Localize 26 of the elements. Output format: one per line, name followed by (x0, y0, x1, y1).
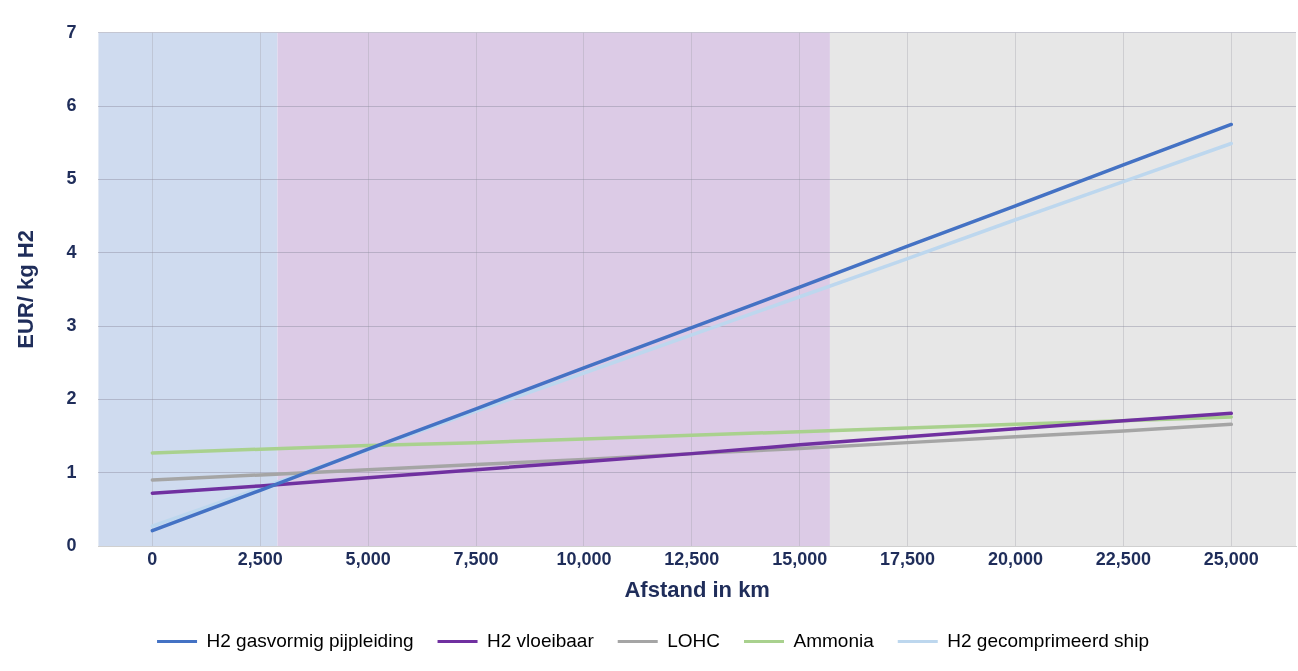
y-tick-label: 3 (66, 315, 77, 336)
x-tick-label: 17,500 (880, 548, 936, 569)
x-tick-label: 0 (147, 548, 158, 569)
y-tick-label: 7 (66, 21, 77, 42)
x-tick-label: 22,500 (1095, 548, 1151, 569)
legend-label: H2 gasvormig pijpleiding (206, 629, 414, 651)
legend-label: H2 gecomprimeerd ship (947, 629, 1149, 651)
x-tick-label: 12,500 (664, 548, 720, 569)
x-tick-label: 7,500 (453, 548, 499, 569)
legend-label: LOHC (667, 629, 721, 651)
y-tick-label: 4 (66, 241, 77, 262)
x-tick-label: 5,000 (345, 548, 391, 569)
x-axis-title: Afstand in km (624, 576, 770, 602)
legend-label: Ammonia (793, 629, 875, 651)
x-tick-label: 2,500 (237, 548, 283, 569)
x-tick-label: 20,000 (987, 548, 1044, 569)
y-tick-label: 0 (66, 534, 77, 555)
x-tick-label: 10,000 (556, 548, 612, 569)
legend-label: H2 vloeibaar (487, 629, 595, 651)
y-tick-label: 1 (66, 461, 77, 482)
y-tick-label: 6 (66, 95, 77, 116)
x-tick-label: 25,000 (1203, 548, 1259, 569)
y-tick-label: 2 (66, 388, 77, 409)
x-tick-label: 15,000 (772, 548, 828, 569)
y-axis-title: EUR/ kg H2 (13, 230, 39, 349)
y-tick-label: 5 (66, 168, 77, 189)
